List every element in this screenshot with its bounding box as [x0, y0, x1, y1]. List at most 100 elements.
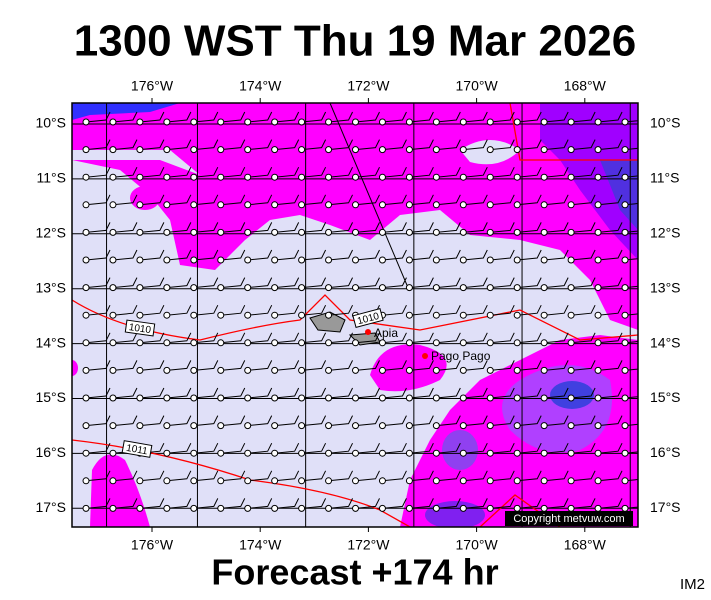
- station: [540, 504, 548, 512]
- station: [190, 173, 198, 181]
- station: [217, 118, 225, 126]
- station: [540, 449, 548, 457]
- wind-barb: [409, 277, 434, 289]
- wind-barb: [463, 415, 488, 427]
- wind-barb: [517, 277, 542, 289]
- wind-barb: [193, 166, 219, 178]
- station: [325, 339, 333, 347]
- station: [217, 146, 225, 154]
- wind-barb: [355, 387, 380, 399]
- station: [109, 201, 117, 209]
- station: [486, 449, 494, 457]
- wind-barb: [409, 139, 434, 151]
- lat-label: 14°S: [35, 334, 66, 350]
- wind-barb: [463, 498, 488, 509]
- wind-barb: [112, 249, 138, 261]
- wind-barb: [112, 222, 138, 233]
- wind-barb: [571, 139, 596, 151]
- wind-barb: [409, 360, 434, 371]
- wind-barb: [85, 360, 111, 371]
- wind-barb: [193, 111, 219, 123]
- wind-barb: [571, 249, 596, 261]
- station: [621, 173, 629, 181]
- wind-barb: [301, 222, 327, 233]
- wind-barb: [166, 194, 192, 206]
- station: [540, 201, 548, 209]
- wind-barb: [85, 304, 111, 316]
- station: [190, 256, 198, 264]
- station: [486, 311, 494, 319]
- station: [163, 256, 171, 264]
- wind-barb: [328, 470, 353, 482]
- wind-barb: [517, 111, 542, 123]
- wind-barb: [544, 277, 569, 289]
- station: [136, 311, 144, 319]
- lon-label: 168°W: [564, 537, 607, 553]
- map-frame: [71, 102, 639, 528]
- station: [486, 173, 494, 181]
- wind-barb: [490, 277, 515, 289]
- wind-barb: [274, 498, 300, 509]
- station: [567, 422, 575, 430]
- wind-barb: [598, 277, 623, 289]
- station: [271, 339, 279, 347]
- wind-barb: [274, 442, 300, 454]
- wind-barb: [112, 304, 138, 316]
- wind-barb: [571, 194, 596, 206]
- station: [621, 256, 629, 264]
- station: [352, 366, 359, 374]
- station: [325, 228, 333, 236]
- wind-barb: [301, 304, 327, 316]
- station: [136, 339, 144, 347]
- station: [567, 477, 575, 485]
- wind-barb: [247, 498, 273, 509]
- station: [136, 394, 144, 402]
- station: [109, 422, 117, 430]
- station: [621, 339, 629, 347]
- wind-barb: [247, 360, 273, 371]
- wind-barb: [544, 111, 569, 123]
- station: [298, 422, 306, 430]
- station: [540, 173, 548, 181]
- station: [82, 146, 90, 154]
- wind-barb: [328, 139, 353, 151]
- station: [567, 173, 575, 181]
- lat-label: 12°S: [35, 225, 66, 241]
- station: [325, 256, 333, 264]
- station: [298, 394, 306, 402]
- wind-barb: [274, 470, 300, 482]
- station: [621, 311, 629, 319]
- rain-area: [130, 186, 160, 210]
- station: [244, 394, 252, 402]
- wind-barb: [490, 111, 515, 123]
- station: [352, 201, 359, 209]
- lat-label: 10°S: [650, 115, 681, 131]
- station: [271, 504, 279, 512]
- wind-barb: [139, 415, 165, 427]
- wind-barb: [355, 139, 380, 151]
- wind-barb: [247, 222, 273, 233]
- station: [271, 146, 279, 154]
- wind-barb: [598, 222, 623, 233]
- wind-barb: [409, 387, 434, 399]
- wind-barb: [166, 111, 192, 123]
- wind-barb: [571, 442, 596, 454]
- wind-barb: [544, 415, 569, 427]
- wind-barb: [274, 415, 300, 427]
- wind-barb: [436, 139, 461, 151]
- station: [325, 118, 333, 126]
- station: [594, 366, 602, 374]
- station: [352, 146, 359, 154]
- wind-barb: [247, 442, 273, 454]
- station: [325, 366, 333, 374]
- station: [163, 339, 171, 347]
- wind-barb: [220, 249, 246, 261]
- wind-barb: [624, 478, 638, 482]
- station: [136, 146, 144, 154]
- wind-barb: [301, 111, 327, 123]
- wind-barb: [436, 332, 461, 344]
- wind-barb: [85, 332, 111, 344]
- station: [217, 201, 225, 209]
- wind-barb: [166, 498, 192, 509]
- wind-barb: [85, 166, 111, 178]
